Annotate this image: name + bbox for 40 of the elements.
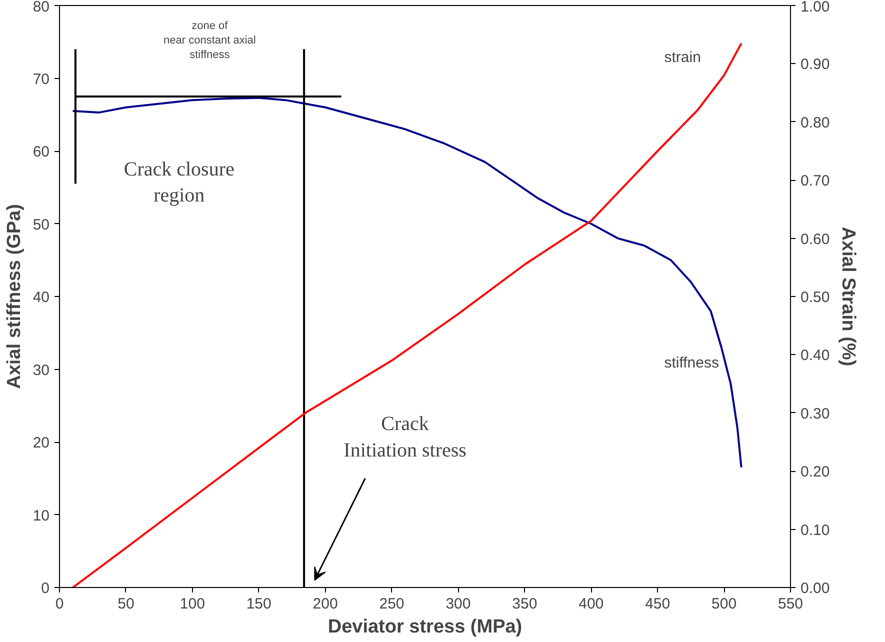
x-tick-label: 150 (246, 596, 272, 612)
x-tick-label: 300 (446, 596, 471, 612)
y-axis-title: Axial stiffness (GPa) (4, 204, 25, 389)
y-tick-label: 30 (32, 362, 50, 379)
y-tick-label: 80 (32, 0, 50, 16)
annotation: stiffness (664, 354, 719, 372)
x-tick-label: 50 (118, 596, 134, 612)
y2-tick-label: 0.70 (800, 172, 830, 190)
annotation: strain (664, 49, 701, 66)
y2-tick-label: 0.40 (800, 347, 830, 364)
y2-tick-label: 0.60 (800, 230, 830, 248)
y2-tick-label: 1.00 (800, 0, 830, 16)
y2-tick-label: 0.20 (800, 464, 830, 481)
x-tick-label: 250 (379, 596, 404, 612)
y2-tick-label: 0.00 (800, 580, 830, 597)
x-tick-label: 100 (180, 596, 205, 612)
x-tick-label: 450 (645, 596, 670, 612)
x-tick-label: 550 (778, 596, 804, 612)
y2-axis-title: Axial Strain (%) (838, 226, 859, 366)
annotation: Crack Initiation stress (344, 412, 467, 462)
y-tick-label: 40 (32, 289, 50, 306)
y-tick-label: 10 (32, 507, 50, 524)
y2-tick-label: 0.10 (800, 522, 830, 539)
y2-tick-label: 0.90 (800, 56, 830, 74)
y-tick-label: 0 (41, 580, 50, 597)
y-tick-label: 70 (32, 70, 50, 88)
y-tick-label: 60 (32, 144, 50, 160)
y2-tick-label: 0.50 (800, 289, 830, 306)
x-tick-label: 200 (312, 596, 338, 612)
y-tick-label: 20 (32, 434, 50, 452)
annotation: zone of near constant axial stiffness (164, 20, 256, 61)
x-tick-label: 350 (512, 596, 538, 612)
annotation: Crack closure region (124, 158, 234, 207)
x-tick-label: 400 (578, 596, 604, 612)
y-tick-label: 50 (32, 216, 50, 234)
y2-tick-label: 0.30 (800, 405, 830, 422)
x-tick-label: 500 (712, 596, 737, 612)
x-tick-label: 0 (55, 596, 64, 612)
x-axis-title: Deviator stress (MPa) (328, 616, 522, 638)
y2-tick-label: 0.80 (800, 114, 830, 132)
